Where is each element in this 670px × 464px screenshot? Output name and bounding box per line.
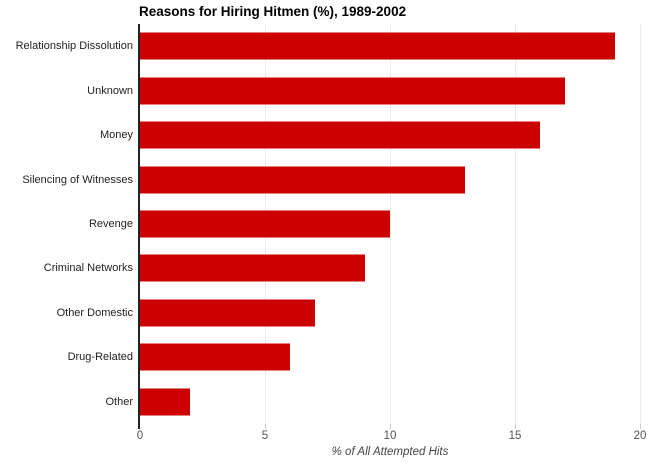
tick-mark-x-15 (515, 424, 516, 429)
x-tick-label: 5 (261, 430, 269, 442)
bar-row: Drug-Related (68, 335, 640, 379)
category-label: Revenge (88, 217, 133, 230)
bar-rows: Relationship Dissolution Unknown Money Sile… (16, 24, 640, 424)
category-label: Other Domestic (56, 306, 133, 319)
x-tick-label: 0 (136, 430, 144, 442)
x-tick-label: 20 (633, 430, 647, 442)
y-axis-line (138, 24, 140, 429)
category-label: Criminal Networks (43, 262, 133, 275)
bar-row: Revenge (89, 202, 640, 246)
bar[interactable] (140, 32, 615, 60)
bar-row: Unknown (87, 68, 640, 112)
bar-row: Silencing of Witnesses (22, 157, 640, 201)
category-label: Other (105, 395, 133, 408)
plot-area: Relationship Dissolution Unknown Money Sile… (16, 24, 641, 429)
bar[interactable] (140, 210, 390, 238)
tick-mark-x-5 (265, 424, 266, 429)
category-label: Drug-Related (67, 351, 133, 364)
bar[interactable] (140, 254, 365, 282)
x-tick-label: 10 (383, 430, 397, 442)
bar[interactable] (140, 343, 290, 371)
category-label: Silencing of Witnesses (22, 173, 133, 186)
tick-mark-x-20 (640, 424, 641, 429)
category-label: Relationship Dissolution (15, 40, 133, 53)
bar[interactable] (140, 166, 465, 194)
chart-title: Reasons for Hiring Hitmen (%), 1989-2002 (139, 4, 407, 19)
bar[interactable] (140, 77, 565, 105)
bar-row: Money (100, 113, 640, 157)
category-label: Unknown (87, 84, 133, 97)
bar-row: Criminal Networks (44, 246, 640, 290)
category-label: Money (99, 129, 133, 142)
bar-row: Relationship Dissolution (16, 24, 640, 68)
bar-row: Other (105, 380, 640, 424)
bar-row: Other Domestic (57, 291, 640, 335)
tick-mark-x-10 (390, 424, 391, 429)
bar[interactable] (140, 388, 190, 416)
x-axis-ticks: 0 5 10 15 20 (136, 430, 647, 444)
x-tick-label: 15 (508, 430, 522, 442)
gridline-x-20 (640, 24, 641, 424)
gridline-x-10 (390, 24, 391, 424)
bar[interactable] (140, 121, 540, 149)
bar[interactable] (140, 299, 315, 327)
gridline-x-15 (515, 24, 516, 424)
x-axis-label: % of All Attempted Hits (331, 446, 449, 458)
